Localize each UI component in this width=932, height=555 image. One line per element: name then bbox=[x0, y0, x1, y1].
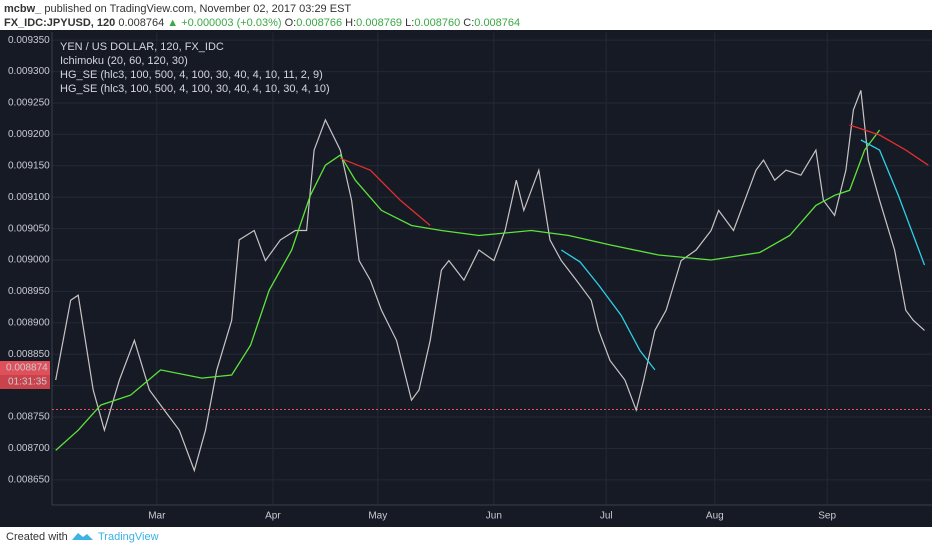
series-line bbox=[55, 90, 925, 473]
low: 0.008760 bbox=[414, 17, 460, 29]
price-box bbox=[0, 361, 50, 375]
y-tick-label: 0.009200 bbox=[8, 129, 50, 140]
x-tick-label: May bbox=[368, 511, 387, 522]
legend-entry: Ichimoku (20, 60, 120, 30) bbox=[60, 55, 188, 67]
y-tick-label: 0.009100 bbox=[8, 192, 50, 203]
open: 0.008766 bbox=[296, 17, 342, 29]
x-tick-label: Apr bbox=[265, 511, 281, 522]
x-tick-label: Jul bbox=[600, 511, 613, 522]
author: mcbw_ bbox=[4, 3, 42, 15]
x-tick-label: Jun bbox=[486, 511, 502, 522]
chart-background bbox=[0, 30, 932, 527]
x-tick-label: Aug bbox=[706, 511, 724, 522]
y-tick-label: 0.008750 bbox=[8, 412, 50, 423]
change: ▲ +0.000003 (+0.03%) bbox=[167, 17, 281, 29]
legend-entry: YEN / US DOLLAR, 120, FX_IDC bbox=[60, 41, 224, 53]
countdown-label: 01:31:35 bbox=[8, 377, 47, 388]
footer-created: Created with bbox=[6, 531, 68, 543]
y-tick-label: 0.008700 bbox=[8, 443, 50, 454]
x-tick-label: Mar bbox=[148, 511, 166, 522]
countdown-box bbox=[0, 375, 50, 389]
y-tick-label: 0.008950 bbox=[8, 286, 50, 297]
y-tick-label: 0.009150 bbox=[8, 160, 50, 171]
footer-brand[interactable]: TradingView bbox=[98, 531, 159, 543]
symbol: FX_IDC:JPYUSD, 120 bbox=[4, 17, 115, 29]
high: 0.008769 bbox=[356, 17, 402, 29]
close: 0.008764 bbox=[474, 17, 520, 29]
y-tick-label: 0.008850 bbox=[8, 349, 50, 360]
series-line bbox=[560, 139, 926, 371]
o-label: O: bbox=[285, 17, 297, 29]
quote-line: FX_IDC:JPYUSD, 120 0.008764 ▲ +0.000003 … bbox=[4, 17, 520, 29]
logo bbox=[72, 533, 93, 540]
y-tick-label: 0.009350 bbox=[8, 35, 50, 46]
header-line: mcbw_ published on TradingView.com, Nove… bbox=[4, 3, 351, 15]
series-line bbox=[340, 124, 929, 226]
y-tick-label: 0.008650 bbox=[8, 475, 50, 486]
c-label: C: bbox=[463, 17, 474, 29]
legend-entry: HG_SE (hlc3, 100, 500, 4, 100, 30, 40, 4… bbox=[60, 69, 323, 81]
h-label: H: bbox=[345, 17, 356, 29]
x-tick-label: Sep bbox=[818, 511, 836, 522]
y-tick-label: 0.009000 bbox=[8, 255, 50, 266]
legend-entry: HG_SE (hlc3, 100, 500, 4, 100, 30, 40, 4… bbox=[60, 83, 330, 95]
y-tick-label: 0.008900 bbox=[8, 317, 50, 328]
published: published on TradingView.com, November 0… bbox=[44, 3, 351, 15]
series-line bbox=[55, 129, 881, 451]
l-label: L: bbox=[405, 17, 414, 29]
price-box-label: 0.008874 bbox=[6, 363, 48, 374]
y-tick-label: 0.009250 bbox=[8, 98, 50, 109]
last: 0.008764 bbox=[118, 17, 164, 29]
y-tick-label: 0.009300 bbox=[8, 66, 50, 77]
y-tick-label: 0.009050 bbox=[8, 223, 50, 234]
